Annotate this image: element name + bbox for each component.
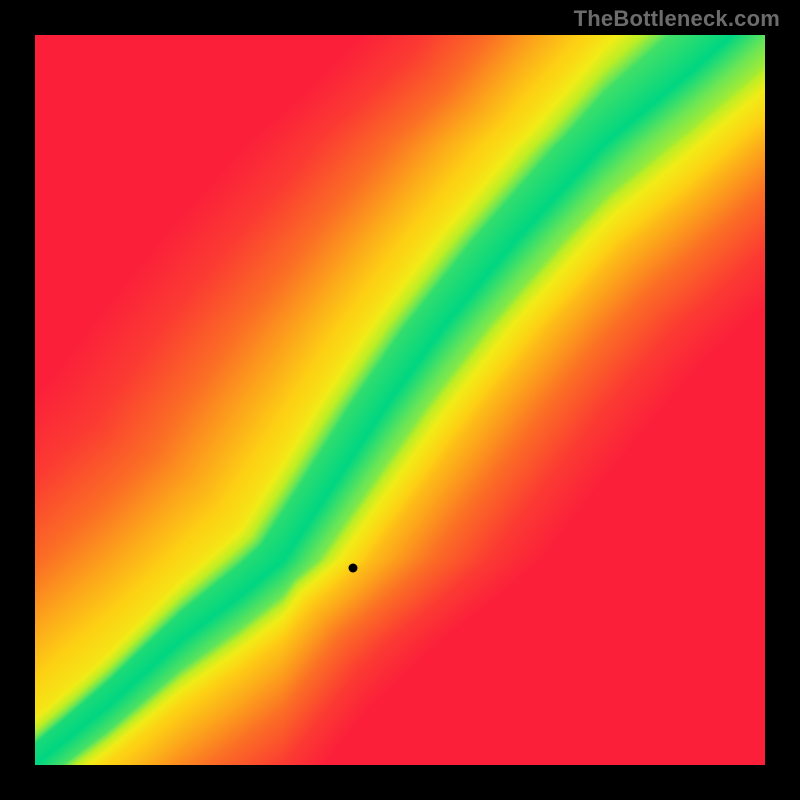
crosshair-vertical	[352, 765, 353, 800]
watermark-text: TheBottleneck.com	[574, 6, 780, 32]
chart-frame: TheBottleneck.com	[0, 0, 800, 800]
heatmap-canvas	[35, 35, 765, 765]
plot-area	[35, 35, 765, 765]
selection-marker-dot	[348, 563, 357, 572]
